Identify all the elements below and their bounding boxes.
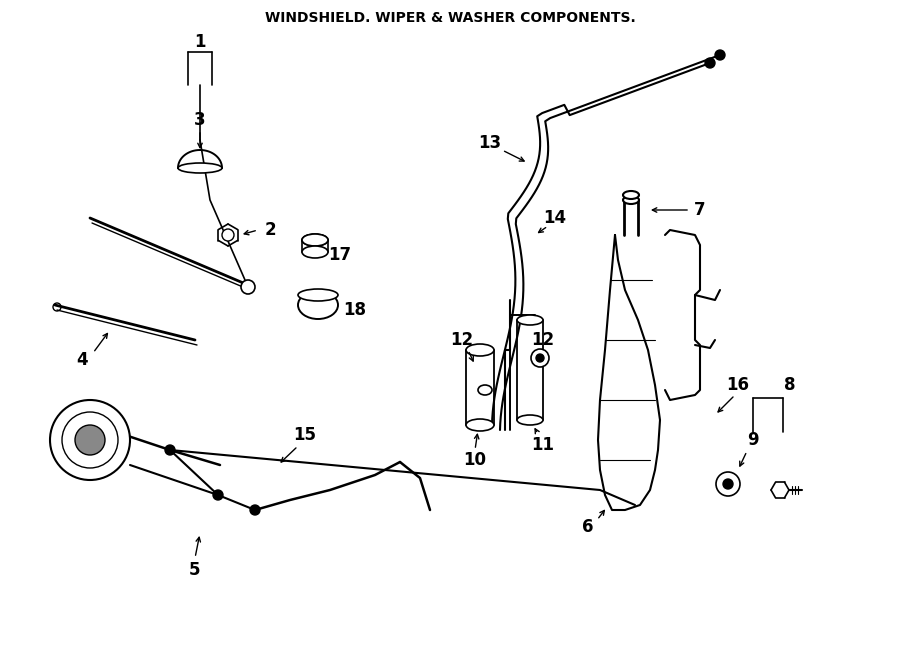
Text: 17: 17 — [328, 246, 352, 264]
Circle shape — [536, 354, 544, 362]
Text: 2: 2 — [265, 221, 275, 239]
Circle shape — [213, 490, 223, 500]
Text: WINDSHIELD. WIPER & WASHER COMPONENTS.: WINDSHIELD. WIPER & WASHER COMPONENTS. — [265, 11, 635, 25]
Circle shape — [75, 425, 105, 455]
Text: 12: 12 — [531, 331, 554, 349]
Text: 4: 4 — [76, 351, 88, 369]
Ellipse shape — [178, 163, 222, 173]
Ellipse shape — [623, 196, 639, 204]
Ellipse shape — [517, 315, 543, 325]
Circle shape — [531, 349, 549, 367]
Text: 14: 14 — [544, 209, 567, 227]
Circle shape — [250, 505, 260, 515]
Ellipse shape — [478, 385, 492, 395]
Ellipse shape — [466, 344, 494, 356]
Circle shape — [241, 280, 255, 294]
Ellipse shape — [623, 191, 639, 199]
Text: 7: 7 — [694, 201, 706, 219]
Text: 15: 15 — [293, 426, 317, 444]
Text: 3: 3 — [194, 111, 206, 129]
Ellipse shape — [298, 289, 338, 301]
Circle shape — [222, 229, 234, 241]
Text: 12: 12 — [450, 331, 473, 349]
Circle shape — [716, 472, 740, 496]
Circle shape — [705, 58, 715, 68]
Circle shape — [723, 479, 733, 489]
Text: 13: 13 — [479, 134, 501, 152]
Ellipse shape — [302, 246, 328, 258]
Ellipse shape — [466, 419, 494, 431]
Text: 8: 8 — [784, 376, 796, 394]
Text: 9: 9 — [747, 431, 759, 449]
Ellipse shape — [517, 415, 543, 425]
Ellipse shape — [302, 234, 328, 246]
Text: 18: 18 — [344, 301, 366, 319]
Text: 11: 11 — [532, 436, 554, 454]
Text: 5: 5 — [189, 561, 201, 579]
Ellipse shape — [298, 291, 338, 319]
Circle shape — [50, 400, 130, 480]
Text: 6: 6 — [582, 518, 594, 536]
Circle shape — [715, 50, 725, 60]
Text: 10: 10 — [464, 451, 487, 469]
Circle shape — [62, 412, 118, 468]
Ellipse shape — [302, 234, 328, 246]
Text: 1: 1 — [194, 33, 206, 51]
Circle shape — [53, 303, 61, 311]
Circle shape — [165, 445, 175, 455]
Text: 16: 16 — [726, 376, 750, 394]
